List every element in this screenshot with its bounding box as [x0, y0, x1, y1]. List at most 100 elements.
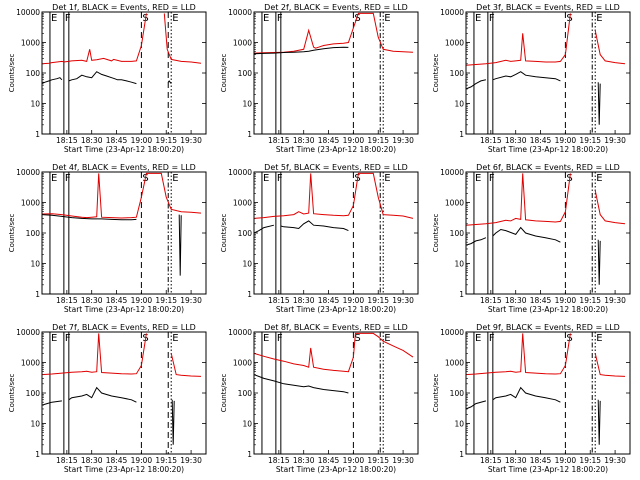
panel-title: Det 4f, BLACK = Events, RED = LLD [52, 163, 196, 172]
x-tick-label: 18:45 [106, 456, 128, 465]
time-marker-label: F [489, 173, 495, 184]
y-tick-label: 10000 [440, 8, 464, 17]
x-tick-label: 18:45 [106, 296, 128, 305]
y-tick-label: 1000 [21, 359, 40, 368]
x-tick-label: 18:45 [530, 136, 552, 145]
y-tick-label: 100 [238, 69, 253, 78]
x-tick-label: 19:15 [367, 456, 389, 465]
series-line-lld [42, 13, 202, 65]
panel-det-6: Det 6f, BLACK = Events, RED = LLD 1 10 100 1… [432, 163, 631, 314]
y-tick-label: 1 [459, 290, 464, 299]
y-axis-label: Counts/sec [8, 54, 16, 93]
x-tick-label: 18:45 [318, 136, 340, 145]
y-tick-label: 1000 [21, 39, 40, 48]
plot-frame [41, 331, 207, 455]
panel-title: Det 9f, BLACK = Events, RED = LLD [476, 323, 620, 332]
series-line-lld [466, 13, 626, 66]
x-tick-label: 19:00 [343, 456, 365, 465]
panel-det-5: Det 5f, BLACK = Events, RED = LLD 1 10 100 1… [220, 163, 419, 314]
y-tick-label: 100 [26, 69, 41, 78]
time-marker-label: F [489, 333, 495, 344]
x-tick-label: 19:30 [392, 456, 414, 465]
x-tick-label: 19:30 [604, 456, 626, 465]
time-marker-label: F [65, 13, 71, 24]
series-line-lld [254, 172, 414, 219]
time-marker-label: E [263, 13, 269, 24]
y-tick-label: 10000 [440, 328, 464, 337]
panel-det-2: Det 2f, BLACK = Events, RED = LLD 1 10 100 1… [220, 3, 419, 154]
x-tick-label: 18:30 [293, 456, 315, 465]
x-tick-label: 19:30 [392, 136, 414, 145]
x-tick-label: 19:00 [131, 136, 153, 145]
x-tick-label: 19:00 [343, 296, 365, 305]
x-axis-label: Start Time (23-Apr-12 18:00:20) [276, 465, 396, 474]
series-line-lld [466, 173, 626, 226]
time-marker-label: E [263, 333, 269, 344]
x-axis-label: Start Time (23-Apr-12 18:00:20) [488, 145, 608, 154]
x-tick-label: 18:15 [480, 296, 502, 305]
panel-title: Det 8f, BLACK = Events, RED = LLD [264, 323, 408, 332]
x-tick-label: 18:45 [318, 456, 340, 465]
series-line-events [254, 374, 349, 394]
panel-title: Det 1f, BLACK = Events, RED = LLD [52, 3, 196, 12]
plot-frame [253, 171, 419, 295]
y-tick-label: 1000 [445, 199, 464, 208]
y-tick-label: 1000 [445, 359, 464, 368]
plot-frame [465, 331, 631, 455]
time-marker-label: F [65, 333, 71, 344]
x-tick-label: 18:30 [293, 136, 315, 145]
time-marker-label: F [65, 173, 71, 184]
panel-title: Det 3f, BLACK = Events, RED = LLD [476, 3, 620, 12]
y-axis-label: Counts/sec [220, 374, 228, 413]
y-tick-label: 100 [238, 389, 253, 398]
series-line-events [42, 386, 175, 445]
time-marker-label: E [51, 13, 57, 24]
x-tick-label: 19:00 [131, 456, 153, 465]
time-marker-label: E [596, 13, 602, 24]
time-marker-label: F [277, 333, 283, 344]
series-line-events [466, 71, 601, 125]
x-tick-label: 19:15 [155, 136, 177, 145]
x-tick-label: 18:30 [81, 456, 103, 465]
x-tick-label: 19:15 [579, 456, 601, 465]
y-tick-label: 100 [450, 69, 465, 78]
plot-frame [41, 11, 207, 135]
plot-frame [253, 331, 419, 455]
y-axis-label: Counts/sec [220, 214, 228, 253]
time-marker-label: E [384, 13, 390, 24]
plot-frame [465, 171, 631, 295]
panel-title: Det 2f, BLACK = Events, RED = LLD [264, 3, 408, 12]
x-axis-label: Start Time (23-Apr-12 18:00:20) [276, 305, 396, 314]
x-tick-label: 19:00 [555, 296, 577, 305]
x-tick-label: 19:15 [155, 456, 177, 465]
series-line-events [466, 226, 601, 285]
y-tick-label: 10000 [228, 168, 252, 177]
x-tick-label: 18:15 [56, 296, 78, 305]
x-tick-label: 19:15 [367, 296, 389, 305]
x-tick-label: 19:30 [180, 296, 202, 305]
x-tick-label: 19:30 [180, 456, 202, 465]
x-tick-label: 18:45 [318, 296, 340, 305]
x-axis-label: Start Time (23-Apr-12 18:00:20) [488, 465, 608, 474]
y-tick-label: 10 [242, 100, 252, 109]
series-line-lld [254, 12, 414, 54]
x-tick-label: 18:15 [268, 456, 290, 465]
time-marker-label: S [354, 333, 360, 344]
y-tick-label: 1 [35, 450, 40, 459]
y-tick-label: 1000 [233, 199, 252, 208]
y-tick-label: 1 [35, 290, 40, 299]
series-line-lld [42, 333, 202, 377]
y-tick-label: 1 [247, 290, 252, 299]
time-marker-label: S [354, 13, 360, 24]
y-tick-label: 100 [450, 229, 465, 238]
x-tick-label: 18:15 [480, 136, 502, 145]
x-tick-label: 18:30 [505, 136, 527, 145]
series-line-lld [42, 172, 202, 219]
y-tick-label: 10 [454, 420, 464, 429]
time-marker-label: E [172, 333, 178, 344]
y-tick-label: 10000 [228, 328, 252, 337]
y-tick-label: 1000 [445, 39, 464, 48]
time-marker-label: E [172, 173, 178, 184]
time-marker-label: E [475, 173, 481, 184]
